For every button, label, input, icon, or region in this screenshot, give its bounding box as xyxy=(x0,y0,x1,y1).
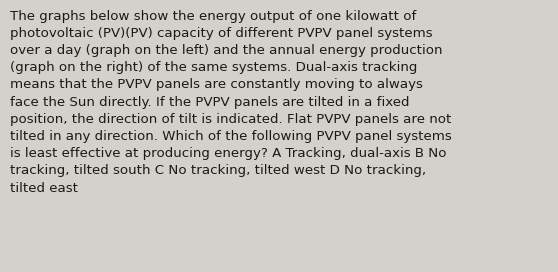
Text: The graphs below show the energy output of one kilowatt of
photovoltaic (PV)(PV): The graphs below show the energy output … xyxy=(10,10,452,194)
